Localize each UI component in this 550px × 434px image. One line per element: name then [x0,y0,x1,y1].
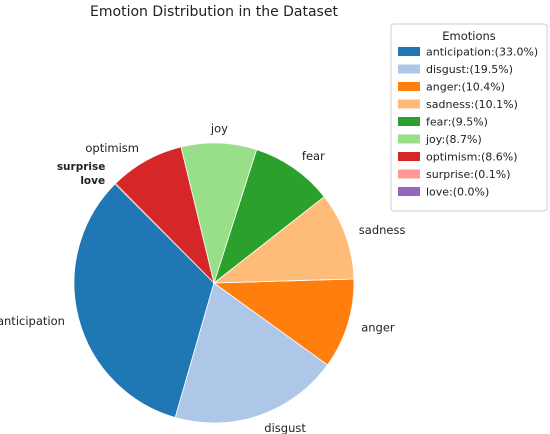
slice-label-fear: fear [302,149,325,163]
legend-swatch-fear [398,117,420,126]
legend-label-surprise: surprise:(0.1%) [426,168,511,181]
pie-slice-anticipation [73,183,215,419]
slice-label-joy: joy [210,122,228,136]
slice-labels: anticipation disgust anger sadness fear joy op… [0,122,405,434]
legend-label-anger: anger:(10.4%) [426,81,505,94]
legend-label-joy: joy:(8.7%) [425,133,482,146]
legend-label-disgust: disgust:(19.5%) [426,63,513,76]
pie-slice-anger [212,278,355,366]
slice-label-optimism: optimism [85,141,139,155]
legend-label-love: love:(0.0%) [426,186,489,199]
legend-swatch-anticipation [398,47,420,56]
legend-items: anticipation:(33.0%) disgust:(19.5%) anger… [398,46,538,199]
legend: Emotions anticipation:(33.0%) disgust:(19… [390,23,548,212]
legend-swatch-sadness [398,99,420,109]
pie-slices [73,142,355,424]
pie-slice-sadness [212,196,355,284]
pie-slice-disgust [174,282,329,424]
legend-swatch-love [398,187,420,196]
slice-label-sadness: sadness [359,223,406,237]
slice-label-disgust: disgust [264,421,306,434]
legend-swatch-surprise [398,169,420,179]
legend-frame [390,23,548,212]
slice-label-surprise: surprise [57,161,106,173]
legend-swatch-disgust [398,64,420,74]
pie-slice-fear [213,149,325,285]
slice-label-anticipation: anticipation [0,314,65,328]
pie-slice-optimism [115,146,215,285]
pie-slice-surprise [115,183,214,283]
legend-swatch-optimism [398,152,420,161]
legend-swatch-anger [398,82,420,91]
legend-label-optimism: optimism:(8.6%) [426,151,518,164]
chart-title: Emotion Distribution in the Dataset [90,4,338,20]
slice-label-anger: anger [361,321,395,335]
legend-swatch-joy [398,134,420,144]
legend-label-anticipation: anticipation:(33.0%) [426,46,538,59]
legend-label-fear: fear:(9.5%) [426,116,488,129]
slice-label-love: love [80,175,105,187]
legend-label-sadness: sadness:(10.1%) [426,98,518,111]
legend-title: Emotions [442,29,496,43]
